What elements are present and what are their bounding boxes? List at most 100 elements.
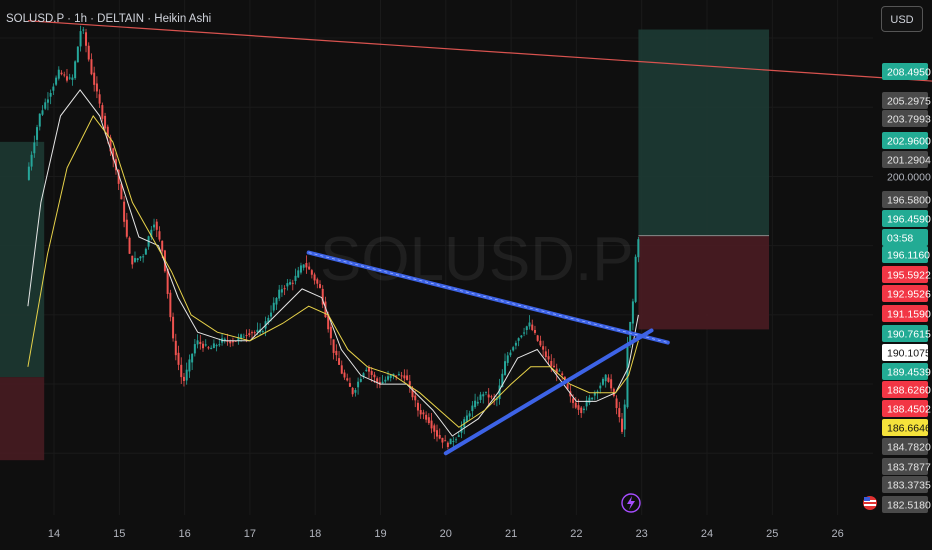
candle-body bbox=[139, 256, 142, 259]
candle-body bbox=[136, 258, 139, 261]
trendlines[interactable] bbox=[27, 20, 932, 456]
candle-body bbox=[172, 316, 175, 339]
candle-body bbox=[403, 375, 406, 379]
candle-body bbox=[444, 440, 447, 442]
candle-body bbox=[340, 365, 343, 374]
candle-body bbox=[525, 326, 528, 330]
candle-body bbox=[106, 126, 109, 137]
candle-body bbox=[202, 343, 205, 349]
candle-body bbox=[291, 282, 294, 284]
candle-body bbox=[585, 400, 588, 407]
price-label-bg bbox=[882, 151, 928, 168]
candle-body bbox=[123, 201, 126, 222]
candle-body bbox=[150, 229, 153, 238]
left-stop-zone bbox=[0, 377, 45, 461]
price-label-bg bbox=[882, 191, 928, 208]
candle-body bbox=[427, 417, 430, 424]
candle-body bbox=[93, 72, 96, 85]
price-label-bg bbox=[882, 381, 928, 398]
price-label-bg bbox=[882, 110, 928, 127]
candle-body bbox=[501, 373, 504, 387]
candle-body bbox=[321, 288, 324, 305]
price-label-bg bbox=[882, 285, 928, 302]
candle-body bbox=[79, 31, 82, 47]
candle-body bbox=[621, 418, 624, 432]
candle-body bbox=[185, 369, 188, 381]
candle-body bbox=[250, 332, 253, 334]
price-label-bg bbox=[882, 476, 928, 493]
candle-body bbox=[234, 340, 237, 342]
candle-body bbox=[82, 29, 85, 31]
price-label: 190.7615 bbox=[887, 329, 931, 341]
x-tick-label: 23 bbox=[636, 528, 648, 540]
price-label-bg bbox=[882, 229, 928, 246]
candle-body bbox=[109, 137, 112, 152]
price-label-bg bbox=[882, 92, 928, 109]
candle-body bbox=[577, 405, 580, 410]
price-label: 203.7993 bbox=[887, 114, 931, 126]
candle-body bbox=[558, 370, 561, 372]
candle-body bbox=[533, 329, 536, 333]
candle-body bbox=[455, 439, 458, 441]
price-label-bg bbox=[882, 325, 928, 342]
candle-body bbox=[169, 292, 172, 318]
candle-body bbox=[354, 389, 357, 393]
candle-body bbox=[302, 264, 305, 268]
flag-canton-icon bbox=[864, 497, 870, 501]
candle-body bbox=[419, 410, 422, 415]
candle-body bbox=[223, 338, 226, 341]
candle-body bbox=[248, 333, 251, 336]
moving-averages bbox=[27, 89, 639, 437]
candle-body bbox=[199, 341, 202, 345]
candle-body bbox=[588, 397, 591, 403]
candle-body bbox=[523, 332, 526, 334]
candle-body bbox=[580, 407, 583, 414]
candle-body bbox=[487, 394, 490, 398]
candle-body bbox=[112, 148, 115, 160]
candle-body bbox=[226, 340, 229, 342]
candle-body bbox=[343, 372, 346, 378]
candle-body bbox=[430, 420, 433, 429]
price-label: 208.4950 bbox=[887, 67, 931, 79]
candle-body bbox=[376, 378, 379, 383]
candle-body bbox=[188, 359, 191, 372]
x-tick-label: 24 bbox=[701, 528, 713, 540]
candle-body bbox=[373, 374, 376, 378]
price-label: 188.6260 bbox=[887, 385, 931, 397]
candle-body bbox=[191, 353, 194, 363]
candle-body bbox=[457, 435, 460, 437]
candle-body bbox=[498, 385, 501, 399]
stop-loss-zone bbox=[638, 235, 770, 330]
price-label-bg bbox=[882, 344, 928, 361]
candle-body bbox=[509, 352, 512, 356]
candle-body bbox=[542, 346, 545, 350]
candle-body bbox=[125, 219, 128, 237]
candle-body bbox=[55, 77, 58, 85]
profit-zone bbox=[638, 29, 770, 236]
candle-body bbox=[237, 337, 240, 341]
candle-body bbox=[30, 154, 33, 167]
candle-body bbox=[572, 398, 575, 403]
resistance-trendline[interactable] bbox=[27, 20, 932, 82]
candle-body bbox=[610, 379, 613, 389]
currency-button[interactable]: USD bbox=[881, 6, 923, 32]
alert-lightning-icon[interactable] bbox=[621, 493, 641, 513]
candle-body bbox=[561, 373, 564, 376]
candle-body bbox=[591, 397, 594, 400]
price-label: 205.2975 bbox=[887, 96, 931, 108]
price-label: 196.5800 bbox=[887, 195, 931, 207]
candle-body bbox=[504, 361, 507, 375]
candle-body bbox=[474, 400, 477, 408]
candle-body bbox=[362, 373, 365, 377]
candle-body bbox=[599, 385, 602, 389]
candle-body bbox=[438, 434, 441, 439]
price-label-bg bbox=[882, 246, 928, 263]
candle-body bbox=[359, 378, 362, 382]
candle-body bbox=[406, 375, 409, 380]
lower-triangle-line[interactable] bbox=[443, 328, 654, 456]
candle-body bbox=[253, 332, 256, 334]
candle-body bbox=[536, 335, 539, 341]
candle-body bbox=[215, 345, 218, 347]
price-axis: 208.4950 205.2975 203.7993 202.9600 201.2904… bbox=[882, 63, 931, 513]
